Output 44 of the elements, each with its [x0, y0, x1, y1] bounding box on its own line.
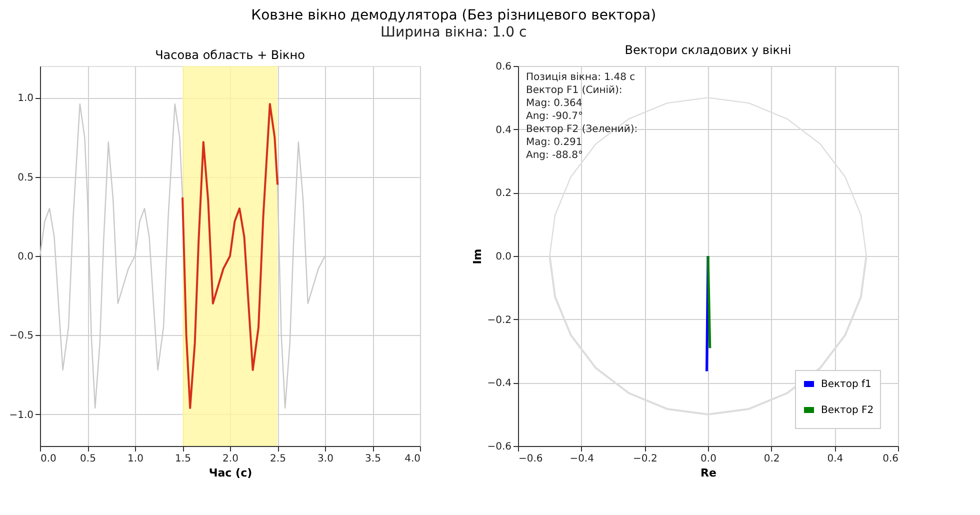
annotation: Позиція вікна: 1.48 с [526, 72, 636, 83]
x-tick-label: −0.2 [633, 454, 658, 464]
legend-label: Вектор f1 [821, 379, 872, 390]
x-tick-label: −0.4 [570, 454, 594, 464]
x-axis-title: Re [700, 466, 716, 480]
y-tick-label: 0.4 [496, 124, 512, 136]
y-tick-label: 1.0 [18, 93, 34, 104]
annotation: Mag: 0.364 [526, 98, 582, 109]
x-tick-label: 0.0 [700, 454, 716, 464]
y-tick-label: −0.4 [487, 378, 512, 390]
x-tick-label: 2.5 [270, 454, 286, 464]
text: Ширина вікна: 1.0 с [380, 24, 527, 40]
legend-label: Вектор F2 [821, 405, 874, 416]
chart-title: Вектори складових у вікні [624, 43, 792, 57]
x-tick-label: 1.0 [128, 454, 144, 464]
annotation: Вектор F2 (Зелений): [526, 124, 638, 135]
annotation: Mag: 0.291 [526, 137, 582, 148]
x-tick-label: 0.0 [40, 454, 56, 464]
annotation: Ang: -90.7° [526, 111, 583, 122]
x-tick-label: 2.0 [222, 454, 238, 464]
y-tick-label: −1.0 [9, 410, 34, 421]
annotation: Вектор F1 (Синій): [526, 85, 622, 96]
y-tick-label: −0.6 [487, 442, 512, 452]
x-tick-label: 0.2 [764, 454, 780, 464]
chart-title: Часова область + Вікно [155, 48, 305, 62]
x-tick-label: 3.5 [365, 454, 381, 464]
y-axis-title: Im [471, 248, 484, 264]
x-tick-label: 0.5 [80, 454, 96, 464]
x-tick-label: 4.0 [404, 454, 420, 464]
x-tick-label: 0.4 [827, 454, 844, 464]
y-tick-label: 0.0 [18, 252, 34, 262]
y-tick-label: 0.2 [496, 188, 512, 200]
x-tick-label: 0.6 [882, 454, 898, 464]
y-tick-label: 0.0 [496, 252, 512, 262]
x-tick-label: 1.5 [175, 454, 191, 464]
x-tick-label: 3.0 [318, 454, 334, 464]
y-tick-label: 0.6 [496, 62, 512, 72]
x-tick-label: −0.6 [518, 454, 543, 464]
annotation: Ang: -88.8° [526, 150, 583, 161]
y-tick-label: 0.5 [18, 172, 34, 184]
y-tick-label: −0.5 [9, 330, 34, 342]
text: Ковзне вікно демодулятора (Без різницевого вектора) [251, 8, 656, 24]
x-axis-title: Час (с) [208, 466, 252, 480]
y-tick-label: −0.2 [487, 314, 512, 326]
